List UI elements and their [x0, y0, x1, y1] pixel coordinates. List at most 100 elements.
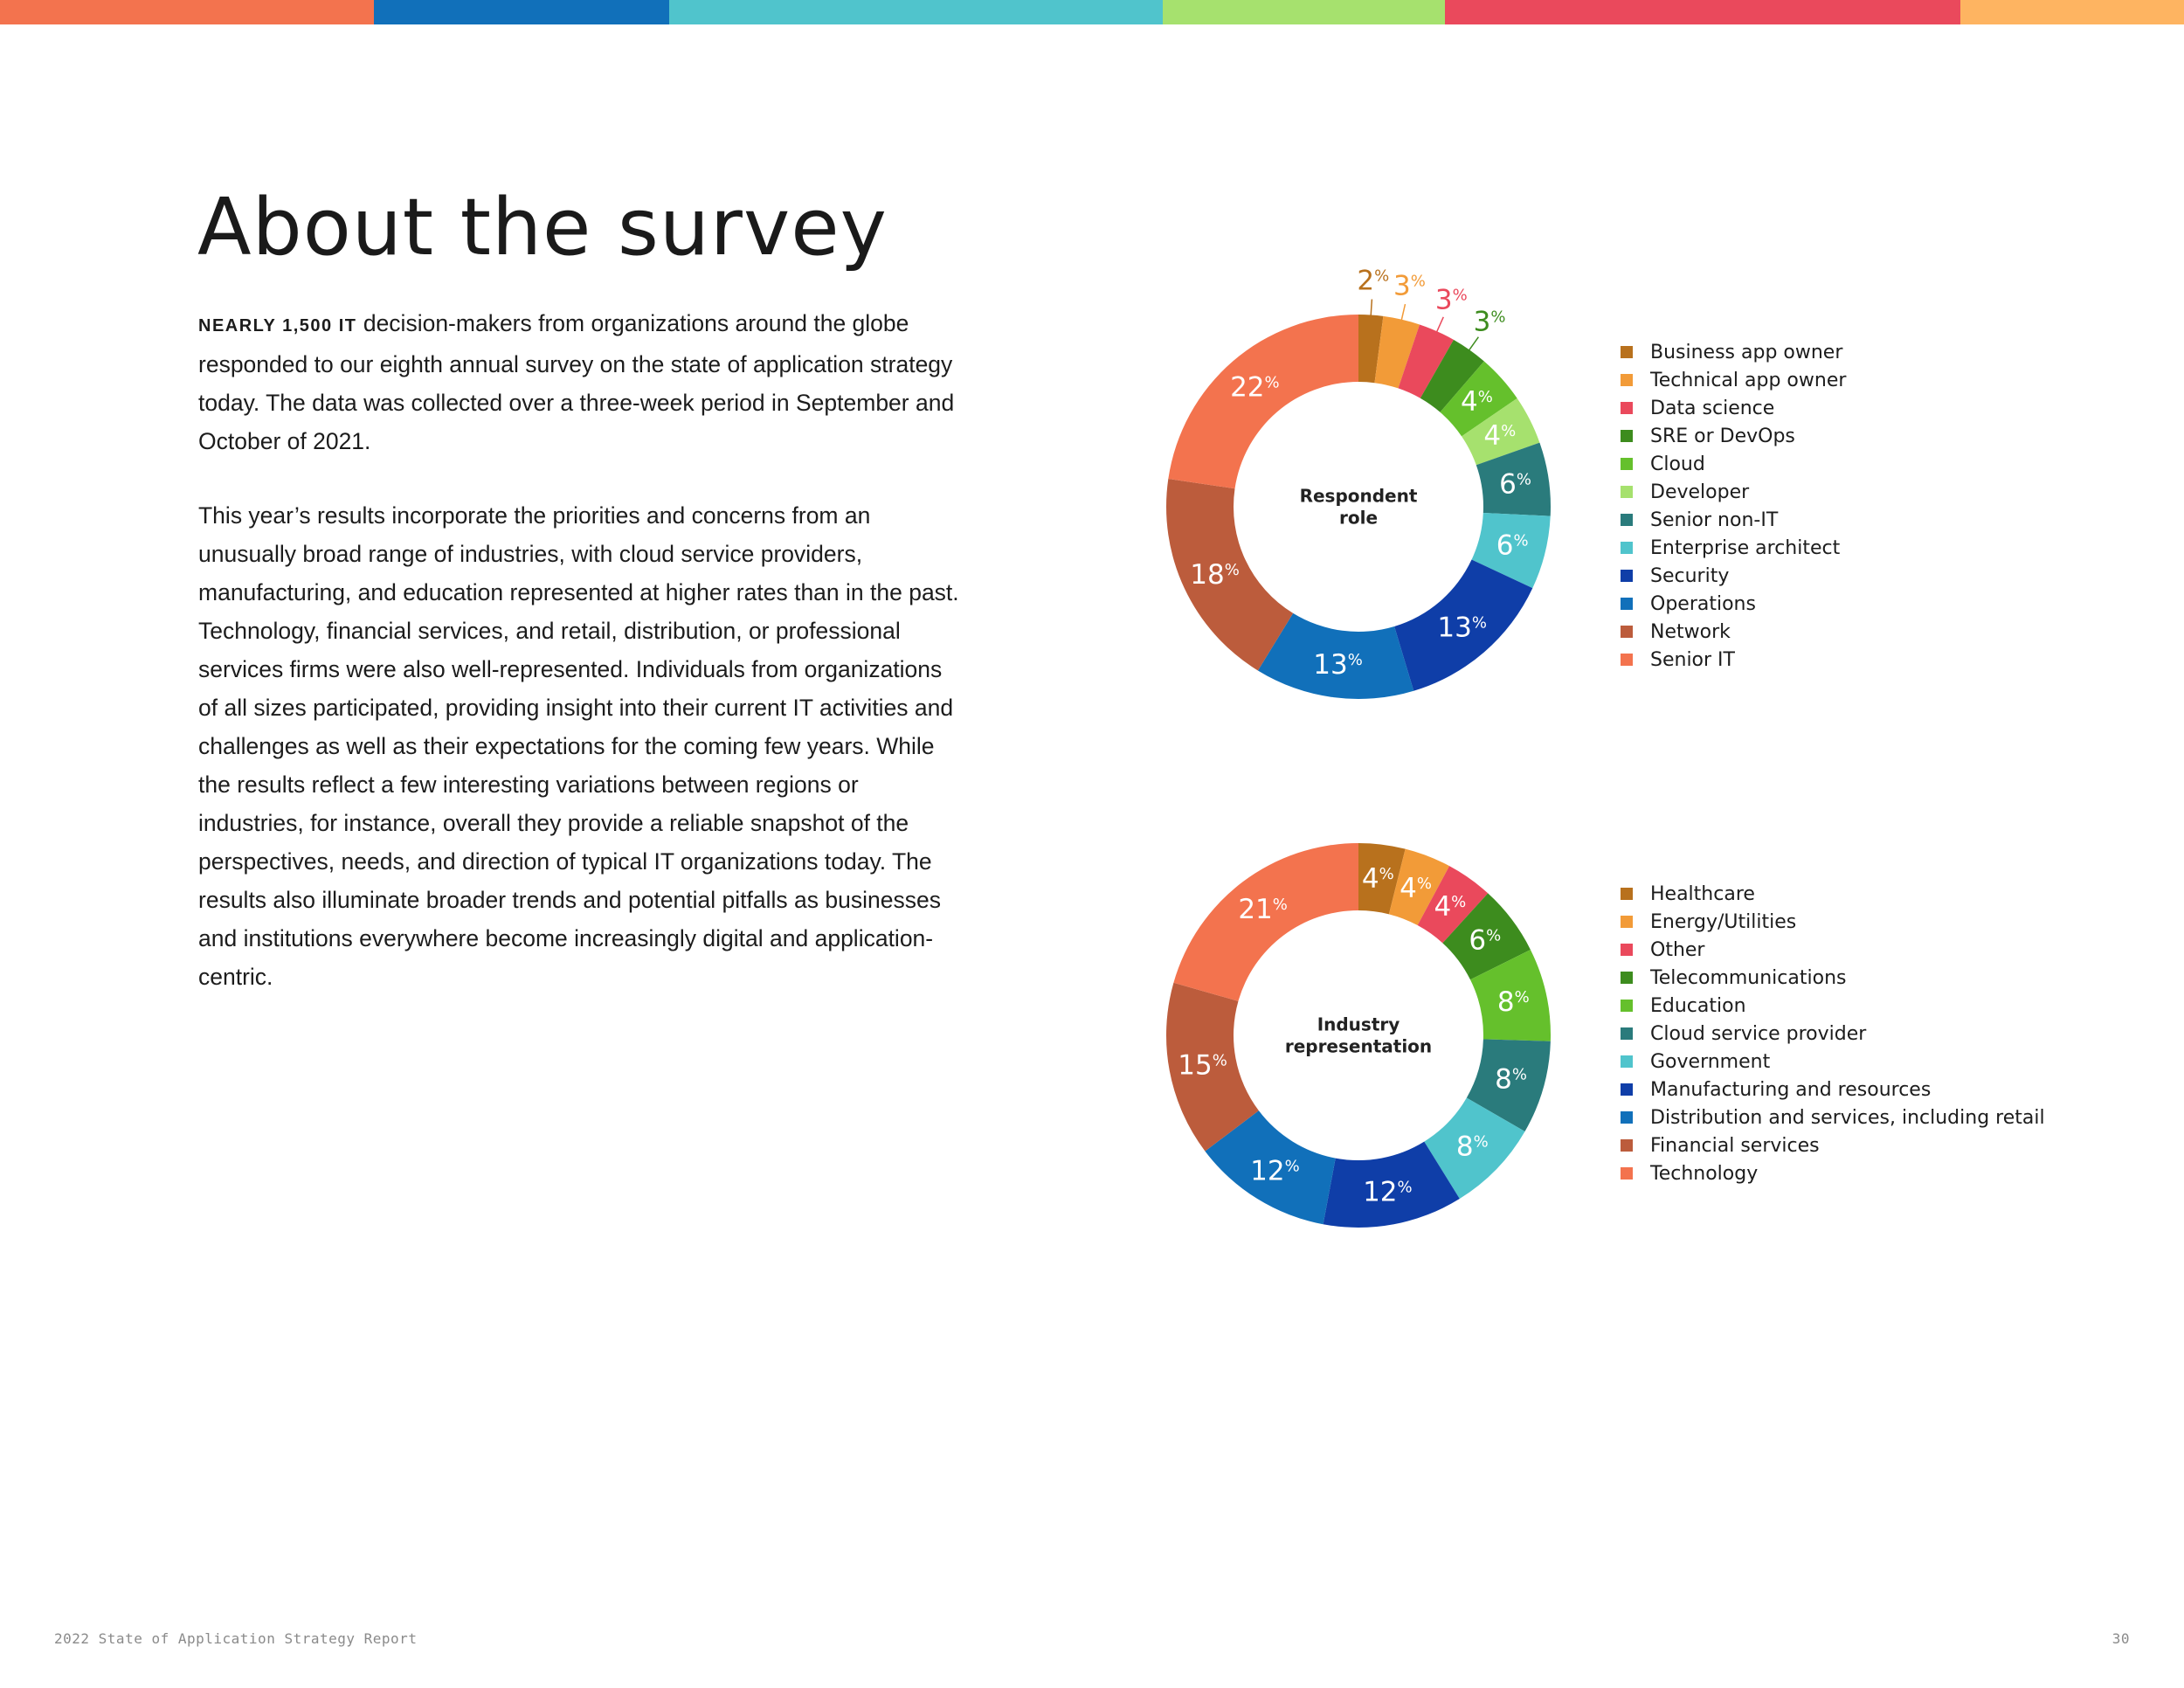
respondent-role-legend: Business app owner Technical app owner Dat… [1621, 338, 1846, 674]
respondent-role-legend-swatch [1621, 570, 1633, 582]
industry-slice [1424, 1097, 1525, 1200]
respondent-role-legend-item: Technical app owner [1621, 366, 1846, 394]
respondent-role-slice [1420, 339, 1484, 412]
industry-legend-item: Financial services [1621, 1131, 2045, 1159]
respondent-role-legend-swatch [1621, 402, 1633, 414]
respondent-role-slice [1398, 324, 1454, 398]
respondent-role-slice [1374, 315, 1420, 389]
respondent-role-center-label: Respondent [1300, 486, 1418, 507]
stripe-segment [1445, 0, 1960, 24]
respondent-role-slice [1168, 315, 1358, 489]
industry-legend-swatch [1621, 1139, 1633, 1152]
respondent-role-legend-swatch [1621, 430, 1633, 442]
respondent-role-leader-line [1435, 316, 1444, 334]
color-stripe [0, 0, 2184, 24]
respondent-role-legend-swatch [1621, 654, 1633, 666]
respondent-role-slice [1257, 612, 1414, 700]
industry-legend-swatch [1621, 1000, 1633, 1012]
respondent-role-legend-swatch [1621, 598, 1633, 610]
industry-value-label: 12% [1363, 1176, 1413, 1207]
industry-slice [1470, 949, 1551, 1041]
industry-legend-label: Other [1650, 938, 1705, 961]
respondent-role-legend-label: Senior IT [1650, 648, 1735, 671]
industry-legend-item: Other [1621, 936, 2045, 964]
respondent-role-legend-swatch [1621, 374, 1633, 386]
respondent-role-legend-item: Enterprise architect [1621, 534, 1846, 562]
intro-text: decision-makers from organizations aroun… [198, 310, 955, 454]
industry-representation-legend: Healthcare Energy/Utilities Other Telecommu… [1621, 880, 2045, 1187]
industry-legend-item: Technology [1621, 1159, 2045, 1187]
respondent-role-value-label: 3% [1474, 307, 1506, 338]
industry-legend-swatch [1621, 1167, 1633, 1180]
respondent-role-leader-line [1468, 336, 1479, 352]
respondent-role-legend-item: Developer [1621, 478, 1846, 506]
industry-legend-item: Energy/Utilities [1621, 908, 2045, 936]
stripe-segment [1960, 0, 2184, 24]
respondent-role-legend-label: Technical app owner [1650, 369, 1847, 391]
respondent-role-legend-item: Cloud [1621, 450, 1846, 478]
respondent-role-legend-label: Cloud [1650, 453, 1705, 475]
industry-legend-swatch [1621, 1083, 1633, 1096]
industry-legend-swatch [1621, 972, 1633, 984]
industry-legend-swatch [1621, 1111, 1633, 1124]
stripe-segment [0, 0, 374, 24]
industry-legend-swatch [1621, 1055, 1633, 1068]
page-number: 30 [2111, 1630, 2130, 1647]
respondent-role-legend-item: SRE or DevOps [1621, 422, 1846, 450]
industry-legend-label: Healthcare [1650, 882, 1755, 905]
industry-legend-label: Telecommunications [1650, 966, 1847, 989]
industry-slice [1417, 866, 1489, 944]
industry-slice [1323, 1141, 1460, 1228]
respondent-role-center-label: role [1339, 508, 1378, 529]
respondent-role-legend-swatch [1621, 346, 1633, 358]
industry-legend-item: Distribution and services, including ret… [1621, 1103, 2045, 1131]
respondent-role-leader-line [1400, 303, 1406, 322]
intro-lead: NEARLY 1,500 IT [198, 316, 357, 336]
industry-legend-swatch [1621, 944, 1633, 956]
industry-legend-label: Distribution and services, including ret… [1650, 1106, 2045, 1129]
respondent-role-slice [1166, 479, 1294, 671]
industry-legend-swatch [1621, 1027, 1633, 1040]
respondent-role-legend-label: Business app owner [1650, 341, 1843, 363]
respondent-role-legend-label: Data science [1650, 397, 1775, 419]
respondent-role-slice [1394, 559, 1533, 691]
industry-center-label: representation [1285, 1036, 1432, 1057]
stripe-segment [669, 0, 1163, 24]
industry-slice [1166, 982, 1259, 1152]
industry-legend-label: Financial services [1650, 1134, 1820, 1157]
respondent-role-legend-swatch [1621, 514, 1633, 526]
respondent-role-value-label: 2% [1357, 266, 1389, 297]
industry-legend-label: Energy/Utilities [1650, 910, 1797, 933]
respondent-role-value-label: 3% [1393, 271, 1426, 302]
stripe-segment [1163, 0, 1445, 24]
industry-value-label: 4% [1400, 873, 1432, 904]
respondent-role-value-label: 22% [1230, 372, 1280, 404]
industry-legend-item: Healthcare [1621, 880, 2045, 908]
industry-value-label: 15% [1178, 1049, 1227, 1081]
respondent-role-legend-item: Senior IT [1621, 646, 1846, 674]
industry-representation-donut-chart: 4% 4%4%6%8%8%8%12%12%15%21%Industryrepres… [1166, 843, 1551, 1228]
respondent-role-legend-label: Senior non-IT [1650, 508, 1779, 531]
industry-legend-item: Government [1621, 1048, 2045, 1076]
industry-slice [1205, 1110, 1336, 1225]
industry-slice [1388, 848, 1450, 926]
respondent-role-legend-item: Network [1621, 618, 1846, 646]
industry-legend-swatch [1621, 916, 1633, 928]
respondent-role-legend-label: Security [1650, 564, 1730, 587]
respondent-role-legend-label: Enterprise architect [1650, 536, 1841, 559]
industry-legend-label: Government [1650, 1050, 1771, 1073]
industry-legend-label: Education [1650, 994, 1746, 1017]
industry-legend-item: Telecommunications [1621, 964, 2045, 992]
respondent-role-donut-chart: 2% 3%3%3%4%4%6%6%13%13%18%22%Respondentro… [1166, 266, 1551, 700]
industry-legend-swatch [1621, 888, 1633, 900]
respondent-role-legend-item: Data science [1621, 394, 1846, 422]
respondent-role-legend-item: Security [1621, 562, 1846, 590]
industry-center-label: Industry [1317, 1014, 1400, 1035]
respondent-role-value-label: 3% [1435, 285, 1468, 316]
industry-legend-item: Education [1621, 992, 2045, 1020]
respondent-role-slice [1358, 315, 1384, 384]
industry-slice [1442, 893, 1531, 980]
respondent-role-legend-item: Business app owner [1621, 338, 1846, 366]
industry-slice [1173, 843, 1358, 1001]
respondent-role-legend-label: SRE or DevOps [1650, 425, 1795, 447]
